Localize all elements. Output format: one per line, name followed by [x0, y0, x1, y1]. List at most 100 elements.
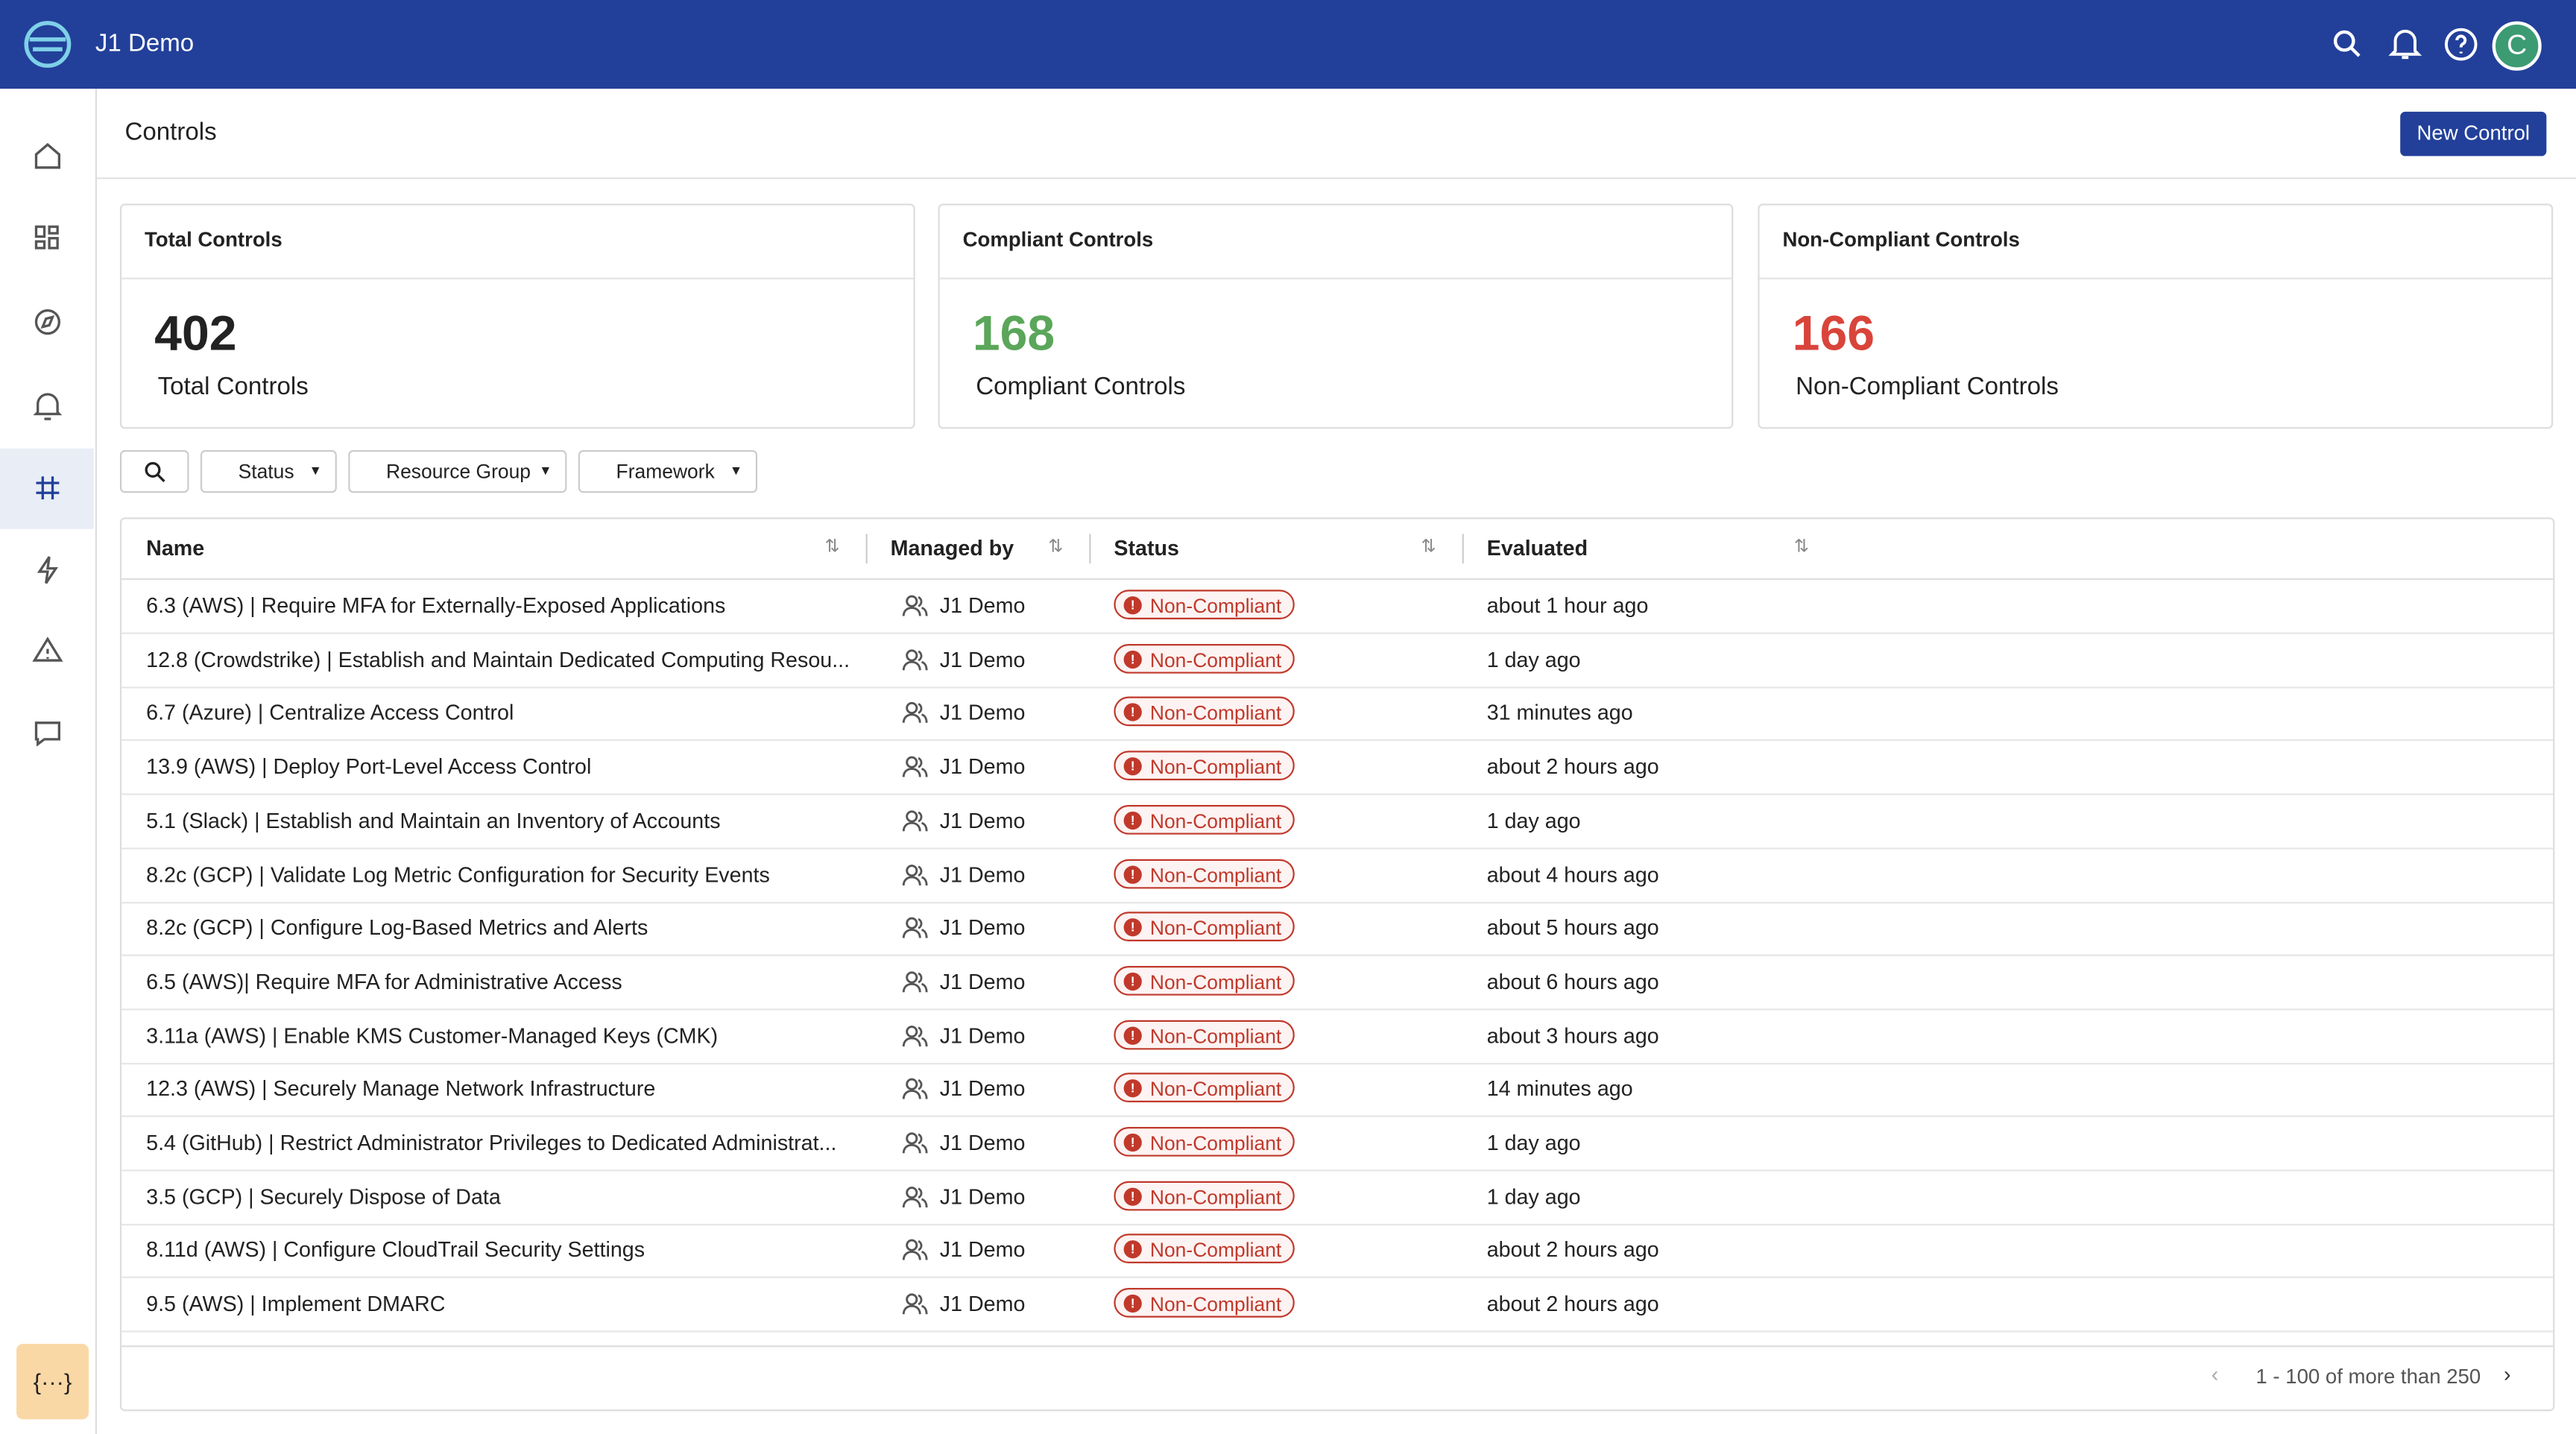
- column-divider: [1089, 534, 1090, 563]
- control-name[interactable]: 6.7 (Azure) | Centralize Access Control: [146, 687, 514, 740]
- table-row[interactable]: 12.8 (Crowdstrike) | Establish and Maint…: [121, 634, 2553, 688]
- column-divider: [866, 534, 868, 563]
- table-row[interactable]: 9.5 (AWS) | Implement DMARCJ1 Demo!Non-C…: [121, 1278, 2553, 1333]
- sidebar: {···}: [0, 89, 97, 1434]
- card-label: Compliant Controls: [976, 373, 1185, 400]
- status-icon: !: [1124, 704, 1142, 721]
- card-label: Total Controls: [158, 373, 309, 400]
- status-badge: !Non-Compliant: [1114, 1288, 1294, 1318]
- owner-icon: [902, 809, 928, 833]
- caret: ▼: [309, 452, 322, 491]
- footer-divider: [121, 1345, 2553, 1347]
- status-icon: !: [1124, 973, 1142, 991]
- status-badge: ! Non-Compliant: [1114, 805, 1294, 835]
- table-row[interactable]: 6.7 (Azure) | Centralize Access Control J…: [121, 687, 2553, 742]
- notifications-icon[interactable]: [2389, 26, 2422, 59]
- control-name[interactable]: 8.2c (GCP) | Validate Log Metric Configu…: [146, 848, 770, 901]
- control-name[interactable]: 8.2c (GCP) | Configure Log-Based Metrics…: [146, 902, 648, 955]
- status-badge: !Non-Compliant: [1114, 1234, 1294, 1264]
- status-badge: !Non-Compliant: [1114, 1073, 1294, 1103]
- table-row[interactable]: 13.9 (AWS) | Deploy Port-Level Access Co…: [121, 741, 2553, 795]
- dev-button[interactable]: {···}: [16, 1344, 89, 1419]
- status-icon: !: [1124, 811, 1142, 829]
- column-header[interactable]: Name: [146, 536, 204, 560]
- table-row[interactable]: 3.5 (GCP) | Securely Dispose of Data J1 D…: [121, 1171, 2553, 1225]
- status-text: Non-Compliant: [1150, 1182, 1281, 1212]
- avatar[interactable]: C: [2493, 22, 2542, 71]
- table-row[interactable]: 12.3 (AWS) | Securely Manage Network Inf…: [121, 1064, 2553, 1118]
- status-text: Non-Compliant: [1150, 806, 1281, 836]
- filter-button[interactable]: Resource Group▼: [348, 450, 566, 493]
- status-icon: !: [1124, 757, 1142, 775]
- card-title: Non-Compliant Controls: [1782, 228, 2019, 251]
- filter-button[interactable]: Status ▼: [201, 450, 337, 493]
- control-name[interactable]: 5.4 (GitHub) | Restrict Administrator Pr…: [146, 1117, 836, 1170]
- filter-label: Status: [239, 452, 294, 491]
- control-name[interactable]: 3.11a (AWS) | Enable KMS Customer-Manage…: [146, 1010, 718, 1063]
- prev-page[interactable]: ‹: [2212, 1362, 2219, 1386]
- status-icon: !: [1124, 1187, 1142, 1205]
- managed-by: J1 Demo: [940, 741, 1026, 794]
- sort-icon[interactable]: ⇅: [1421, 536, 1436, 558]
- managed-by: J1 Demo: [940, 687, 1026, 740]
- sort-icon[interactable]: ⇅: [824, 536, 839, 558]
- status-icon: !: [1124, 1134, 1142, 1152]
- status-text: Non-Compliant: [1150, 1021, 1281, 1051]
- control-name[interactable]: 3.5 (GCP) | Securely Dispose of Data: [146, 1171, 501, 1224]
- status-text: Non-Compliant: [1150, 753, 1281, 783]
- search-filter[interactable]: [120, 450, 189, 493]
- evaluated: about 3 hours ago: [1487, 1010, 1659, 1063]
- control-name[interactable]: 13.9 (AWS) | Deploy Port-Level Access Co…: [146, 741, 591, 794]
- table-row[interactable]: 8.11d (AWS) | Configure CloudTrail Secur…: [121, 1225, 2553, 1279]
- status-icon: !: [1124, 650, 1142, 668]
- managed-by: J1 Demo: [940, 580, 1026, 633]
- status-icon: !: [1124, 1026, 1142, 1044]
- control-name[interactable]: 12.8 (Crowdstrike) | Establish and Maint…: [146, 634, 850, 686]
- column-header[interactable]: Status: [1114, 536, 1179, 560]
- control-name[interactable]: 8.11d (AWS) | Configure CloudTrail Secur…: [146, 1225, 645, 1277]
- sort-icon[interactable]: ⇅: [1048, 536, 1063, 558]
- filter-button[interactable]: Framework▼: [578, 450, 757, 493]
- new-control-button[interactable]: New Control: [2400, 112, 2546, 157]
- table-row[interactable]: 8.2c (GCP) | Validate Log Metric Configu…: [121, 848, 2553, 903]
- status-badge: ! Non-Compliant: [1114, 1127, 1294, 1157]
- table-row[interactable]: 6.5 (AWS)| Require MFA for Administrativ…: [121, 956, 2553, 1011]
- control-name[interactable]: 6.3 (AWS) | Require MFA for Externally-E…: [146, 580, 725, 633]
- status-icon: !: [1124, 865, 1142, 882]
- owner-icon: [902, 863, 928, 886]
- evaluated: 1 day ago: [1487, 795, 1581, 847]
- control-name[interactable]: 6.5 (AWS)| Require MFA for Administrativ…: [146, 956, 622, 1009]
- table-row[interactable]: 5.4 (GitHub) | Restrict Administrator Pr…: [121, 1117, 2553, 1172]
- nav-icons[interactable]: [33, 142, 63, 799]
- control-name[interactable]: 12.3 (AWS) | Securely Manage Network Inf…: [146, 1064, 655, 1116]
- evaluated: about 2 hours ago: [1487, 1225, 1659, 1277]
- status-text: Non-Compliant: [1150, 860, 1281, 890]
- status-badge: !Non-Compliant: [1114, 697, 1294, 727]
- evaluated: about 5 hours ago: [1487, 902, 1659, 955]
- owner-icon: [902, 970, 928, 994]
- table-row[interactable]: 8.2c (GCP) | Configure Log-Based Metrics…: [121, 902, 2553, 956]
- managed-by: J1 Demo: [940, 634, 1026, 686]
- search-icon[interactable]: [2333, 30, 2363, 60]
- next-page[interactable]: ›: [2504, 1362, 2511, 1386]
- control-name[interactable]: 5.1 (Slack) | Establish and Maintain an …: [146, 795, 720, 847]
- column-header[interactable]: Evaluated: [1487, 536, 1588, 560]
- sort-icon[interactable]: ⇅: [1794, 536, 1809, 558]
- control-name[interactable]: 9.5 (AWS) | Implement DMARC: [146, 1278, 445, 1331]
- card-divider: [940, 277, 1731, 279]
- table-row[interactable]: 5.1 (Slack) | Establish and Maintain an …: [121, 795, 2553, 849]
- table-row[interactable]: 6.3 (AWS) | Require MFA for Externally-E…: [121, 580, 2553, 634]
- table-row[interactable]: 3.11a (AWS) | Enable KMS Customer-Manage…: [121, 1010, 2553, 1064]
- column-header[interactable]: Managed by: [891, 536, 1014, 560]
- help-icon[interactable]: [2445, 28, 2478, 60]
- status-text: Non-Compliant: [1150, 1236, 1281, 1266]
- card-divider: [121, 277, 913, 279]
- page-title: Controls: [125, 119, 217, 146]
- evaluated: about 1 hour ago: [1487, 580, 1649, 633]
- managed-by: J1 Demo: [940, 1171, 1026, 1224]
- status-text: Non-Compliant: [1150, 1128, 1281, 1158]
- card-label: Non-Compliant Controls: [1796, 373, 2059, 400]
- card-divider: [1760, 277, 2551, 279]
